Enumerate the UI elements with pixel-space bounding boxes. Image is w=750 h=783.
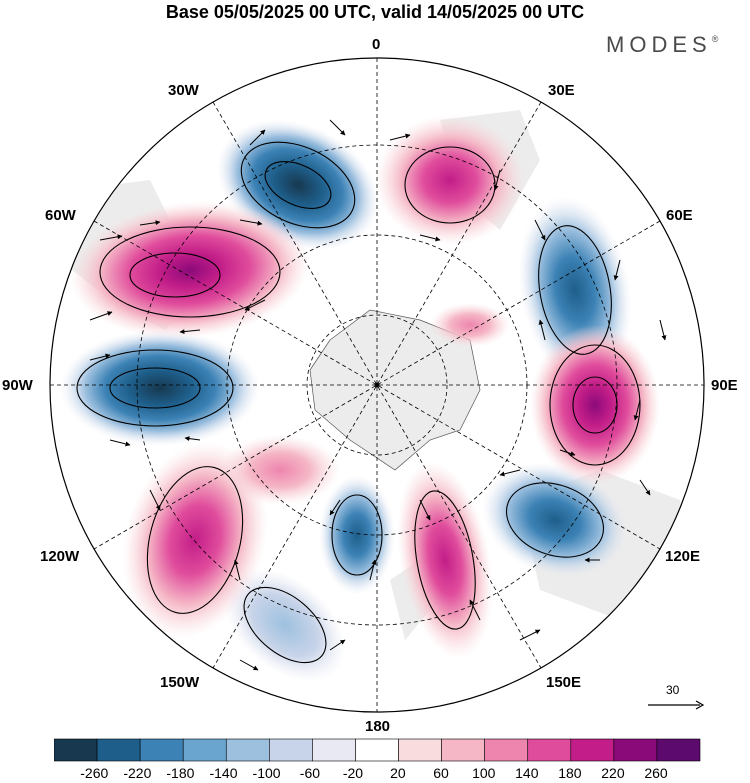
modes-logo: MODES® [606,32,718,58]
colorbar-tick-label: 180 [558,765,582,781]
lon-label-30w: 30W [168,82,199,99]
colorbar-swatch [527,738,572,762]
colorbar-swatch [355,738,399,762]
negative-anomaly-australia [482,462,628,578]
lon-label-90e: 90E [711,377,738,394]
colorbar-tick-label: 60 [433,765,449,781]
negative-anomaly-pacific-east [60,330,260,446]
lon-label-150w: 150W [160,674,200,691]
positive-anomaly-south-africa [375,115,525,245]
reference-vector-label: 30 [666,683,680,697]
colorbar-swatch [613,738,658,762]
colorbar-swatch [182,738,227,762]
colorbar-tick-label: -260 [80,765,109,781]
south-pole-marker [374,382,380,388]
colorbar-tick-label: -100 [252,765,281,781]
colorbar-tick-label: 260 [644,765,668,781]
colorbar-tick-label: -140 [209,765,238,781]
modes-logo-text: MODES [606,32,712,57]
positive-anomaly-indian-south [530,325,660,485]
colorbar [54,738,701,762]
positive-anomaly-amundsen [220,435,340,505]
colorbar-tick-label: -20 [342,765,364,781]
wind-vectors [89,119,667,671]
colorbar-tick-label: -220 [123,765,152,781]
streamlines [76,141,641,664]
colorbar-swatch [269,738,313,762]
colorbar-swatch [96,738,141,762]
negative-anomaly-ross [319,475,395,595]
figure-title: Base 05/05/2025 00 UTC, valid 14/05/2025… [165,2,585,22]
colorbar-swatch [54,738,98,762]
lon-label-120w: 120W [40,548,80,565]
colorbar-tick-label: -180 [166,765,195,781]
colorbar-swatch [570,738,615,762]
positive-anomaly-tasman [397,461,493,659]
lon-label-120e: 120E [665,548,701,565]
colorbar-tick-label: 140 [515,765,539,781]
colorbar-swatch [441,738,485,762]
lon-label-60e: 60E [666,207,693,224]
map-boundary [49,57,705,713]
graticule [50,58,704,712]
lon-label-30e: 30E [548,82,575,99]
colorbar-tick-label: 100 [472,765,496,781]
colorbar-tick-label: 220 [601,765,625,781]
negative-anomaly-pacific-south [224,568,346,682]
positive-anomaly-weddell [430,303,510,347]
lon-label-90w: 90W [2,377,33,394]
lon-label-60w: 60W [45,207,76,224]
colorbar-swatch [139,738,184,762]
colorbar-swatch [484,738,529,762]
colorbar-tick-label: -60 [299,765,321,781]
colorbar-swatch [312,738,356,762]
lon-label-150e: 150E [546,674,582,691]
positive-anomaly-drake [70,201,310,339]
reference-vector-arrow [648,700,705,710]
lon-label-0: 0 [372,36,381,53]
registered-mark: ® [711,34,719,44]
colorbar-swatch [225,738,270,762]
lon-label-180: 180 [365,718,391,735]
positive-anomaly-pacific [122,441,268,639]
colorbar-tick-label: 20 [390,765,406,781]
colorbar-swatch [656,738,701,762]
colorbar-swatch [398,738,442,762]
